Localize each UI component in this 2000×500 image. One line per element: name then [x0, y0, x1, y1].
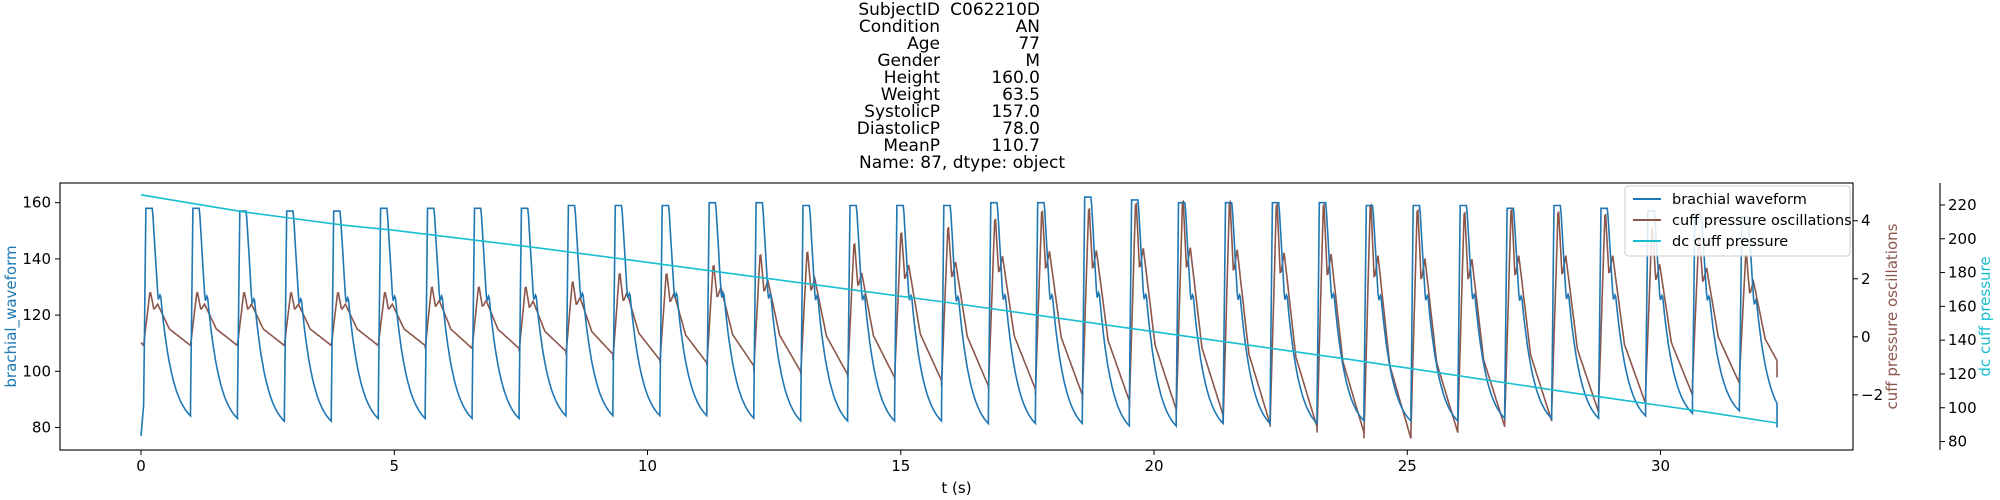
title-key: DiastolicP [857, 119, 940, 139]
right-y-tick-label: 2 [1861, 270, 1871, 288]
title-key: SystolicP [864, 102, 940, 122]
left-y-axis-label: brachial_waveform [2, 245, 21, 387]
dc-y-tick-label: 100 [1948, 399, 1977, 417]
title-value: 63.5 [1002, 85, 1040, 105]
title-value: C062210D [950, 0, 1040, 20]
title-value: AN [1016, 17, 1040, 37]
x-tick-label: 0 [136, 457, 146, 475]
x-tick-label: 15 [891, 457, 910, 475]
dc-y-tick-label: 200 [1948, 230, 1977, 248]
legend-label-cuff-pressure-oscillations: cuff pressure oscillations [1672, 213, 1852, 229]
dc-y-tick-label: 120 [1948, 365, 1977, 383]
left-y-tick-label: 120 [22, 306, 51, 324]
legend: brachial waveform cuff pressure oscillat… [1624, 185, 1852, 257]
title-value: 160.0 [991, 68, 1040, 88]
title-value: 110.7 [991, 136, 1040, 156]
series-cuff-pressure-oscillations [140, 199, 1778, 439]
series-group [140, 194, 1778, 439]
right-y-tick-label: 4 [1861, 212, 1871, 230]
left-y-tick-label: 140 [22, 250, 51, 268]
axes-group: 0 5 10 15 20 25 30t (s)80100120140160brachial_… [2, 194, 1994, 497]
right-y-tick-label: 0 [1861, 328, 1871, 346]
chart-title: SubjectID C062210D Condition AN Age 77 Gender M… [857, 0, 1066, 173]
title-value: 77 [1018, 34, 1040, 54]
left-y-tick-label: 80 [32, 419, 51, 437]
x-tick-label: 20 [1144, 457, 1163, 475]
dc-y-axis-label: dc cuff pressure [1976, 256, 1994, 376]
legend-box [1624, 185, 1851, 257]
title-value: 78.0 [1002, 119, 1040, 139]
x-axis-label: t (s) [941, 479, 971, 497]
plot-frame [59, 182, 1854, 451]
dc-y-tick-label: 140 [1948, 331, 1977, 349]
series-dc-cuff-pressure [140, 194, 1778, 424]
right-y-axis-label: cuff pressure oscillations [1883, 223, 1901, 409]
title-key: Height [884, 68, 941, 88]
left-y-tick-label: 160 [22, 194, 51, 212]
x-tick-label: 25 [1398, 457, 1417, 475]
x-tick-label: 10 [638, 457, 657, 475]
title-key: Age [907, 34, 940, 54]
title-footer: Name: 87, dtype: object [859, 153, 1065, 173]
title-key: Condition [859, 17, 940, 37]
series-brachial-waveform [140, 196, 1778, 436]
title-key: Gender [877, 51, 940, 71]
dc-y-tick-label: 180 [1948, 264, 1977, 282]
legend-label-dc-cuff-pressure: dc cuff pressure [1672, 234, 1788, 250]
title-value: M [1025, 51, 1040, 71]
title-key: Weight [881, 85, 941, 105]
x-tick-label: 30 [1651, 457, 1670, 475]
right-y-tick-label: −2 [1861, 386, 1883, 404]
legend-label-brachial-waveform: brachial waveform [1672, 192, 1807, 208]
left-y-tick-label: 100 [22, 362, 51, 380]
dc-y-tick-label: 160 [1948, 297, 1977, 315]
x-tick-label: 5 [390, 457, 400, 475]
title-key: SubjectID [858, 0, 940, 20]
title-key: MeanP [883, 136, 940, 156]
dc-y-tick-label: 80 [1948, 433, 1967, 451]
title-value: 157.0 [991, 102, 1040, 122]
dc-y-tick-label: 220 [1948, 196, 1977, 214]
